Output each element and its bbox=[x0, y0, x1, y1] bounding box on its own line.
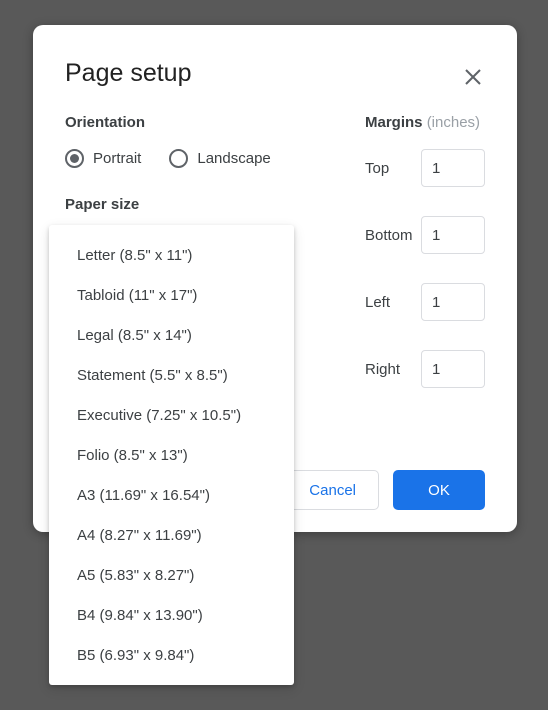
paper-size-option[interactable]: B5 (6.93" x 9.84") bbox=[49, 635, 294, 675]
landscape-label: Landscape bbox=[197, 150, 270, 167]
paper-size-dropdown[interactable]: Letter (8.5" x 11")Tabloid (11" x 17")Le… bbox=[49, 225, 294, 685]
dialog-buttons: Cancel OK bbox=[286, 470, 485, 510]
dialog-header: Page setup bbox=[65, 59, 485, 88]
paper-size-option[interactable]: Executive (7.25" x 10.5") bbox=[49, 395, 294, 435]
margin-label: Top bbox=[365, 160, 389, 177]
paper-size-option[interactable]: A3 (11.69" x 16.54") bbox=[49, 475, 294, 515]
radio-icon bbox=[65, 149, 84, 168]
margin-input-left[interactable] bbox=[421, 283, 485, 321]
cancel-button[interactable]: Cancel bbox=[286, 470, 379, 510]
paper-size-option[interactable]: Folio (8.5" x 13") bbox=[49, 435, 294, 475]
close-icon[interactable] bbox=[465, 69, 481, 85]
margin-row-left: Left bbox=[365, 283, 485, 321]
paper-size-label: Paper size bbox=[65, 196, 365, 213]
portrait-label: Portrait bbox=[93, 150, 141, 167]
margin-row-top: Top bbox=[365, 149, 485, 187]
margin-label: Right bbox=[365, 361, 400, 378]
orientation-label: Orientation bbox=[65, 114, 365, 131]
margin-input-right[interactable] bbox=[421, 350, 485, 388]
margin-input-bottom[interactable] bbox=[421, 216, 485, 254]
margin-label: Bottom bbox=[365, 227, 413, 244]
landscape-radio[interactable]: Landscape bbox=[169, 149, 270, 168]
margin-label: Left bbox=[365, 294, 390, 311]
paper-size-option[interactable]: B4 (9.84" x 13.90") bbox=[49, 595, 294, 635]
paper-size-option[interactable]: Letter (8.5" x 11") bbox=[49, 235, 294, 275]
paper-size-option[interactable]: Legal (8.5" x 14") bbox=[49, 315, 294, 355]
margins-unit: (inches) bbox=[427, 114, 480, 131]
margins-label: Margins (inches) bbox=[365, 114, 485, 131]
orientation-radios: Portrait Landscape bbox=[65, 149, 365, 168]
margin-row-right: Right bbox=[365, 350, 485, 388]
portrait-radio[interactable]: Portrait bbox=[65, 149, 141, 168]
paper-size-option[interactable]: Statement (5.5" x 8.5") bbox=[49, 355, 294, 395]
ok-button[interactable]: OK bbox=[393, 470, 485, 510]
margin-row-bottom: Bottom bbox=[365, 216, 485, 254]
paper-size-option[interactable]: A5 (5.83" x 8.27") bbox=[49, 555, 294, 595]
paper-size-option[interactable]: Tabloid (11" x 17") bbox=[49, 275, 294, 315]
dialog-title: Page setup bbox=[65, 59, 192, 88]
margin-input-top[interactable] bbox=[421, 149, 485, 187]
radio-icon bbox=[169, 149, 188, 168]
paper-size-option[interactable]: A4 (8.27" x 11.69") bbox=[49, 515, 294, 555]
margins-label-text: Margins bbox=[365, 114, 423, 131]
margin-rows: Top Bottom Left Right bbox=[365, 149, 485, 388]
right-column: Margins (inches) Top Bottom Left Right bbox=[365, 114, 485, 388]
